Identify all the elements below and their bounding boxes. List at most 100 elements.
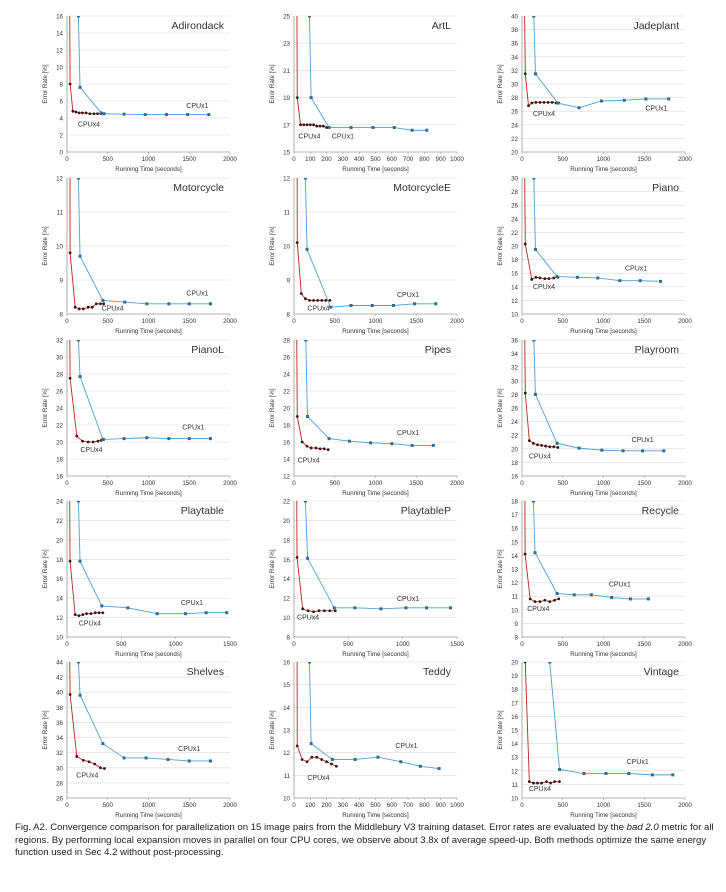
data-point-cpux1 (349, 304, 353, 307)
x-tick-label: 0 (292, 318, 296, 325)
y-tick-label: 12 (283, 750, 290, 757)
y-tick-label: 42 (56, 675, 63, 682)
data-point-cpux1 (309, 96, 313, 100)
y-tick-label: 12 (283, 176, 290, 183)
series-group (295, 16, 429, 132)
x-tick-label: 1000 (142, 318, 156, 325)
data-point-cpux1 (122, 112, 126, 116)
data-point-cpux4 (306, 609, 310, 613)
caption-suffix: metric for all regions. By performing lo… (15, 822, 714, 859)
y-tick-label: 14 (511, 553, 518, 560)
y-tick-label: 34 (511, 351, 518, 358)
y-tick-label: 22 (511, 433, 518, 440)
x-axis-title: Running Time [seconds] (115, 490, 182, 497)
y-tick-label: 11 (512, 782, 519, 789)
data-point-cpux1 (305, 415, 309, 418)
x-tick-label: 2000 (678, 318, 692, 325)
x-tick-label: 0 (292, 802, 296, 809)
chart-pipes: 12 14 16 18 20 22 24 26 28 0 500 1000 1500 2000 Runnin… (269, 338, 464, 498)
x-tick-label: 800 (419, 802, 430, 809)
y-tick-label: 24 (56, 499, 63, 506)
data-point-cpux1 (410, 128, 414, 132)
chart-playtable: 10 12 14 16 18 20 22 24 0 500 1000 1500 Running Time… (42, 499, 237, 659)
y-tick-label: 12 (56, 615, 63, 622)
x-tick-label: 500 (343, 641, 354, 648)
y-tick-label: 34 (56, 735, 63, 742)
series-group (523, 178, 663, 283)
x-tick-label: 1000 (169, 641, 183, 648)
data-point-cpux4 (295, 555, 299, 559)
data-point-cpux4 (538, 100, 542, 104)
series-label-cpux1: CPUx1 (186, 290, 208, 297)
data-point-cpux1 (418, 764, 422, 768)
data-point-cpux4 (94, 302, 98, 306)
data-point-cpux1 (99, 111, 103, 115)
x-tick-label: 200 (321, 156, 332, 163)
data-point-cpux4 (318, 447, 322, 451)
data-point-cpux4 (295, 744, 299, 748)
data-point-cpux4 (321, 124, 325, 128)
data-point-cpux4 (558, 780, 561, 784)
y-axis-title: Error Rate [%] (42, 64, 49, 103)
data-point-cpux1 (434, 302, 438, 306)
data-point-cpux4 (85, 612, 88, 616)
data-point-cpux1 (646, 597, 650, 601)
y-tick-label: 34 (511, 54, 518, 61)
y-axis-title: Error Rate [%] (497, 64, 504, 103)
data-point-cpux4 (81, 111, 84, 115)
series-label-cpux1: CPUx1 (609, 582, 631, 589)
x-tick-label: 2000 (678, 480, 692, 487)
data-point-cpux4 (523, 552, 527, 556)
y-axis-title: Error Rate [%] (497, 549, 504, 588)
x-tick-label: 2000 (678, 802, 692, 809)
data-point-cpux1 (100, 604, 104, 608)
x-tick-label: 1000 (597, 156, 611, 163)
y-tick-label: 18 (56, 457, 63, 464)
series-line-cpux1 (305, 340, 434, 446)
x-tick-label: 2000 (223, 318, 237, 325)
x-axis-title: Running Time [seconds] (342, 812, 409, 819)
data-point-cpux4 (103, 767, 106, 770)
x-tick-label: 0 (65, 318, 69, 325)
data-point-cpux4 (300, 758, 304, 761)
data-point-cpux4 (527, 439, 531, 443)
y-tick-label: 20 (283, 518, 290, 525)
x-tick-label: 0 (65, 480, 69, 487)
data-point-cpux4 (74, 110, 78, 114)
data-point-cpux1 (101, 298, 105, 302)
x-tick-label: 500 (330, 480, 341, 487)
y-tick-label: 26 (283, 355, 290, 362)
x-tick-label: 0 (65, 156, 69, 163)
data-point-cpux1 (101, 742, 105, 746)
data-point-cpux4 (305, 444, 309, 448)
y-tick-label: 24 (283, 372, 290, 379)
data-point-cpux4 (545, 780, 548, 784)
x-tick-label: 1000 (142, 156, 156, 163)
y-tick-label: 12 (511, 580, 518, 587)
data-point-cpux1 (399, 760, 403, 764)
series-label-cpux1: CPUx1 (632, 437, 654, 444)
x-tick-label: 500 (330, 318, 341, 325)
data-point-cpux1 (391, 304, 395, 307)
data-point-cpux1 (577, 106, 581, 110)
y-tick-label: 10 (56, 244, 63, 251)
data-point-cpux1 (347, 439, 351, 443)
x-axis-title: Running Time [seconds] (115, 166, 182, 173)
x-tick-label: 500 (558, 156, 569, 163)
data-point-cpux1 (187, 437, 191, 441)
series-line-cpux4 (524, 340, 558, 448)
x-axis-title: Running Time [seconds] (342, 490, 409, 497)
y-tick-label: 38 (511, 27, 518, 34)
y-tick-label: 40 (511, 14, 518, 21)
x-tick-label: 600 (387, 802, 398, 809)
data-point-cpux4 (92, 112, 96, 116)
chart-recycle: 8 9 10 11 12 13 14 15 16 17 18 0 500 1000 1500 2000 Runn… (497, 499, 692, 659)
data-point-cpux4 (333, 609, 337, 613)
chart-adirondack: 0 2 4 6 8 10 12 14 16 0 500 1000 1500 2000 Running Tim… (42, 14, 237, 174)
chart-motorcycle: 8 9 10 11 12 0 500 1000 1500 2000 Running Time [se… (42, 176, 237, 336)
y-tick-label: 32 (511, 365, 518, 372)
x-tick-label: 2000 (223, 802, 237, 809)
data-point-cpux1 (448, 606, 452, 610)
data-point-cpux1 (533, 551, 537, 555)
y-tick-label: 36 (511, 41, 518, 48)
